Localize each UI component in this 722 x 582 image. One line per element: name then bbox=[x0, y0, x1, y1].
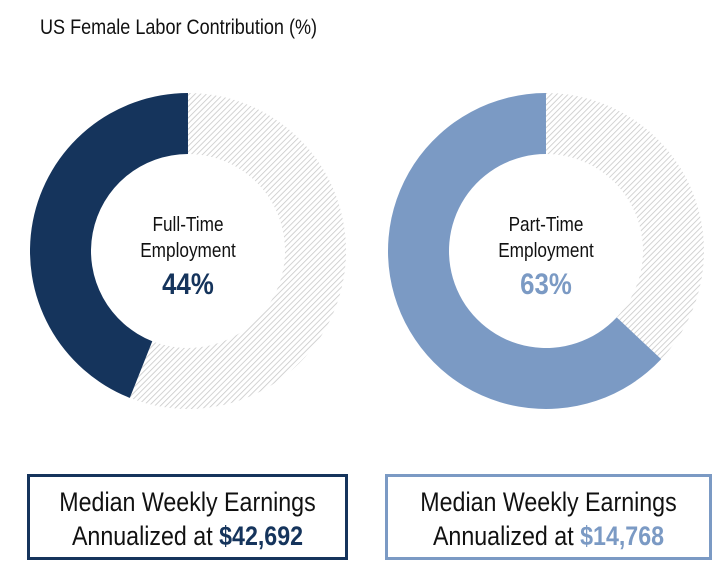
donut-center-parttime: Part-Time Employment 63% bbox=[446, 212, 646, 302]
donut-label-line2: Employment bbox=[498, 240, 594, 262]
donut-value-segment bbox=[388, 93, 662, 409]
donut-remainder-segment bbox=[129, 93, 346, 409]
donut-label-line2: Employment bbox=[140, 240, 236, 262]
earnings-box-fulltime: Median Weekly Earnings Annualized at $42… bbox=[27, 474, 348, 560]
earnings-prefix: Annualized at bbox=[71, 521, 213, 551]
donut-value-label: 44% bbox=[162, 268, 214, 301]
earnings-box-parttime: Median Weekly Earnings Annualized at $14… bbox=[385, 474, 712, 560]
donut-label-line1: Part-Time bbox=[508, 214, 584, 236]
donut-charts bbox=[29, 93, 704, 409]
donut-remainder-segment bbox=[546, 93, 704, 360]
chart-title: US Female Labor Contribution (%) bbox=[40, 16, 318, 39]
earnings-line1: Median Weekly Earnings bbox=[59, 487, 316, 517]
donut-value-label: 63% bbox=[520, 268, 572, 301]
earnings-value: $42,692 bbox=[219, 521, 304, 551]
donut-label-line1: Full-Time bbox=[152, 214, 224, 236]
donut-value-segment bbox=[29, 93, 188, 398]
earnings-line1: Median Weekly Earnings bbox=[420, 487, 677, 517]
donut-center-fulltime: Full-Time Employment 44% bbox=[88, 212, 288, 302]
earnings-value: $14,768 bbox=[580, 521, 665, 551]
earnings-prefix: Annualized at bbox=[432, 521, 574, 551]
